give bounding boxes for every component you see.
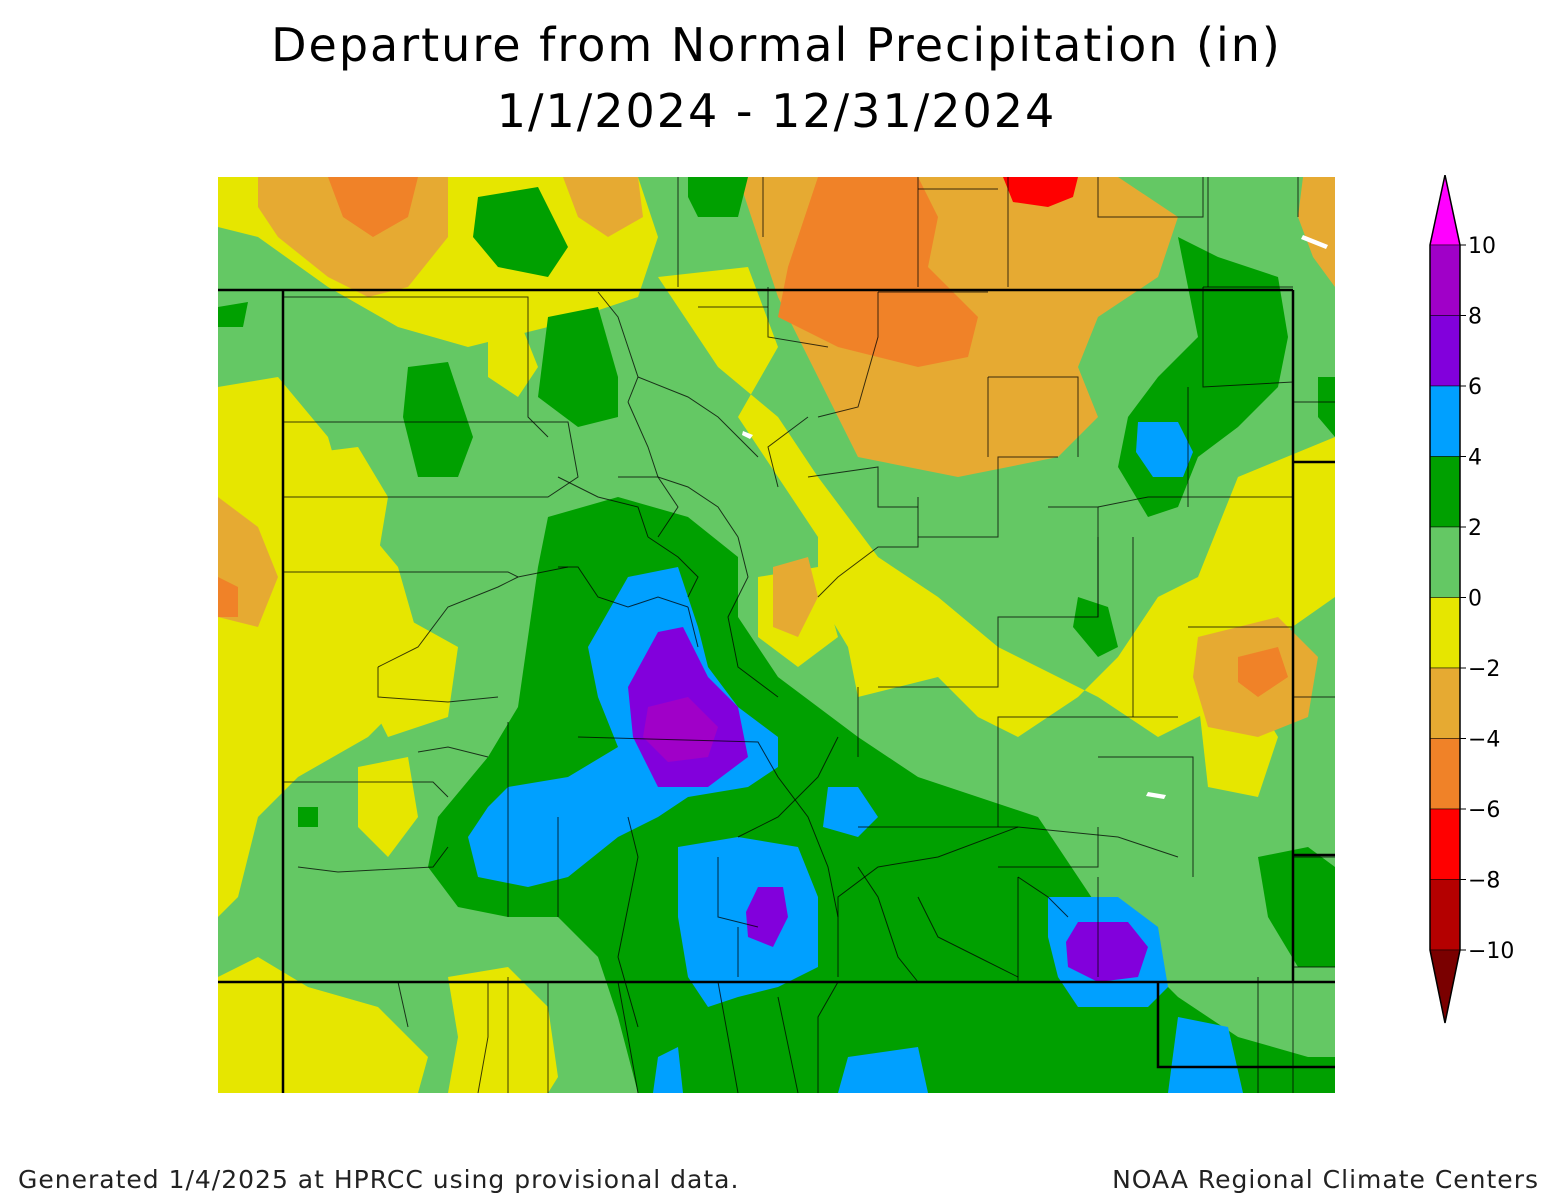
legend-bin (1429, 808, 1461, 880)
legend-label: −8 (1468, 869, 1500, 894)
legend-bin (1429, 315, 1461, 387)
legend-bin (1429, 949, 1461, 1024)
map-date-range: 1/1/2024 - 12/31/2024 (496, 84, 1057, 138)
legend-labels: 10 8 6 4 2 0 −2 −4 −6 −8 −10 (1460, 234, 1514, 964)
band-red (1003, 177, 1078, 207)
band-violet (643, 697, 718, 762)
legend-label: 6 (1468, 375, 1482, 400)
color-scale-legend: 10 8 6 4 2 0 −2 −4 −6 −8 −10 (1429, 175, 1514, 1024)
band-orange (218, 177, 1288, 697)
legend-label: −4 (1468, 728, 1500, 753)
legend-bins (1429, 175, 1461, 1024)
legend-outline (1429, 175, 1461, 1024)
legend-bin (1429, 526, 1461, 598)
legend-label: −10 (1468, 939, 1514, 964)
legend-bin (1429, 597, 1461, 669)
precipitation-map (218, 177, 1335, 1093)
source-credit: NOAA Regional Climate Centers (1112, 1165, 1539, 1194)
band-yellow (218, 177, 1335, 1093)
legend-label: 10 (1468, 234, 1496, 259)
legend-label: −6 (1468, 798, 1500, 823)
legend-label: −2 (1468, 657, 1500, 682)
legend-bin (1429, 175, 1461, 246)
legend-label: 8 (1468, 305, 1482, 330)
map-title: Departure from Normal Precipitation (in) (271, 18, 1282, 72)
generated-note: Generated 1/4/2025 at HPRCC using provis… (18, 1165, 740, 1194)
legend-bin (1429, 456, 1461, 528)
legend-bin (1429, 385, 1461, 457)
state-boundaries (218, 288, 1335, 1093)
legend-bin (1429, 879, 1461, 951)
legend-bin (1429, 244, 1461, 316)
legend-label: 2 (1468, 516, 1482, 541)
legend-bin (1429, 738, 1461, 810)
legend-label: 0 (1468, 587, 1482, 612)
legend-label: 4 (1468, 446, 1482, 471)
legend-bin (1429, 667, 1461, 739)
missing-data-marks (742, 235, 1328, 799)
